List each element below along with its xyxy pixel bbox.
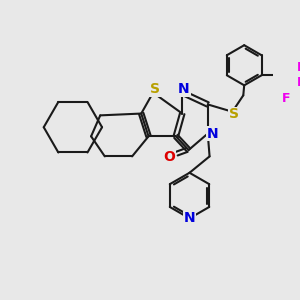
Text: F: F	[282, 92, 290, 106]
Text: F: F	[296, 61, 300, 74]
Text: N: N	[178, 82, 190, 96]
Text: N: N	[206, 127, 218, 141]
Text: F: F	[296, 76, 300, 89]
Text: N: N	[184, 211, 195, 225]
Text: S: S	[229, 107, 239, 122]
Text: S: S	[150, 82, 160, 96]
Text: O: O	[164, 150, 175, 164]
